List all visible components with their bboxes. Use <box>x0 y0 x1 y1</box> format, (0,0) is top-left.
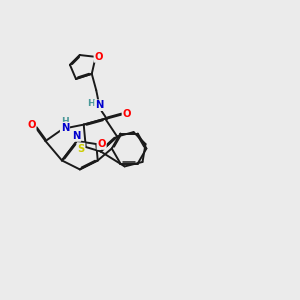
Text: H: H <box>87 99 95 108</box>
Text: O: O <box>27 120 36 130</box>
Text: S: S <box>77 143 85 154</box>
Text: N: N <box>72 131 80 141</box>
Text: N: N <box>95 100 103 110</box>
Text: N: N <box>61 123 69 133</box>
Text: H: H <box>61 116 69 125</box>
Text: O: O <box>122 109 131 118</box>
Text: O: O <box>94 52 103 62</box>
Text: O: O <box>98 139 106 149</box>
